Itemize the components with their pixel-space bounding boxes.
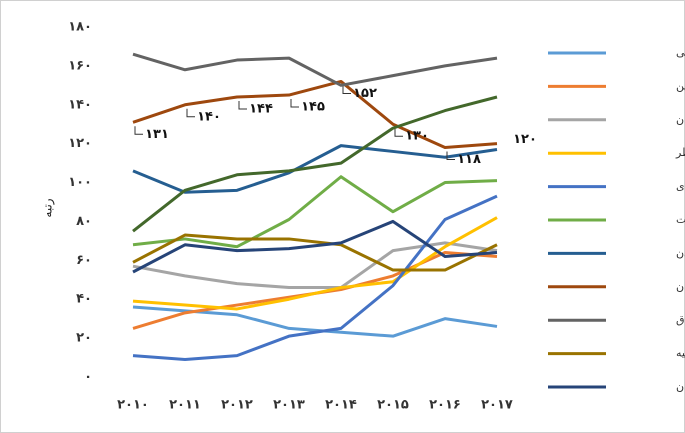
legend-label: اردن [676, 246, 685, 259]
x-tick-label: ۲۰۱۵ [377, 398, 409, 413]
data-label: ۱۳۰ [405, 129, 429, 144]
legend-label: بحرین [676, 79, 685, 92]
y-tick-label: ۱۲۰ [68, 136, 92, 151]
data-label: ۱۳۱ [145, 127, 169, 142]
label-leader [394, 128, 403, 137]
x-tick-label: ۲۰۱۲ [221, 398, 253, 413]
label-leader [342, 85, 351, 94]
label-leader [446, 151, 455, 161]
legend-label: ایران [676, 280, 685, 293]
legend-label: عربستان صعودی [676, 180, 685, 193]
y-tick-label: ۱۴۰ [68, 97, 92, 112]
legend-label: عمان [676, 113, 685, 126]
series-line [132, 241, 498, 290]
y-tick-label: ۱۰۰ [68, 175, 92, 190]
data-label: ۱۵۲ [353, 86, 377, 101]
legend-label: کویت [676, 213, 685, 226]
data-label: ۱۴۰ [197, 109, 221, 124]
legend-label: ترکیه [676, 347, 685, 360]
series-line [132, 144, 498, 194]
legend-label: عراق [676, 313, 685, 326]
legend-label: امارات متحده عربی [676, 46, 685, 59]
y-axis-label: رتبه [41, 198, 56, 217]
y-tick-label: ۴۰ [76, 292, 92, 307]
y-tick-label: ۸۰ [76, 214, 92, 229]
x-tick-label: ۲۰۱۷ [481, 398, 513, 413]
series-line [132, 175, 498, 249]
y-tick-label: ۱۶۰ [68, 58, 92, 73]
label-leader [186, 108, 195, 118]
legend-label: قطر [675, 146, 685, 159]
label-leader [238, 101, 247, 110]
data-label: ۱۴۴ [249, 102, 273, 117]
y-tick-label: ۱۸۰ [68, 20, 92, 35]
series-line [132, 233, 498, 272]
series-line [132, 216, 498, 311]
series-line [132, 52, 498, 87]
x-tick-label: ۲۰۱۳ [273, 398, 305, 413]
x-tick-label: ۲۰۱۰ [117, 398, 149, 413]
series-line [132, 219, 498, 274]
data-label: ۱۲۰ [513, 132, 537, 147]
x-tick-label: ۲۰۱۶ [429, 398, 461, 413]
series-line [132, 194, 498, 361]
y-tick-label: ۰ [84, 370, 92, 385]
y-tick-label: ۲۰ [76, 331, 92, 346]
x-tick-label: ۲۰۱۱ [169, 398, 201, 413]
x-tick-label: ۲۰۱۴ [325, 398, 357, 413]
data-label: ۱۴۵ [301, 100, 325, 115]
data-label: ۱۱۸ [457, 152, 481, 167]
label-leader [134, 126, 143, 135]
series-line [132, 79, 498, 150]
legend-label: آذربایجان [676, 379, 685, 393]
series-line [132, 95, 498, 233]
y-tick-label: ۶۰ [76, 253, 92, 268]
label-leader [290, 99, 299, 108]
